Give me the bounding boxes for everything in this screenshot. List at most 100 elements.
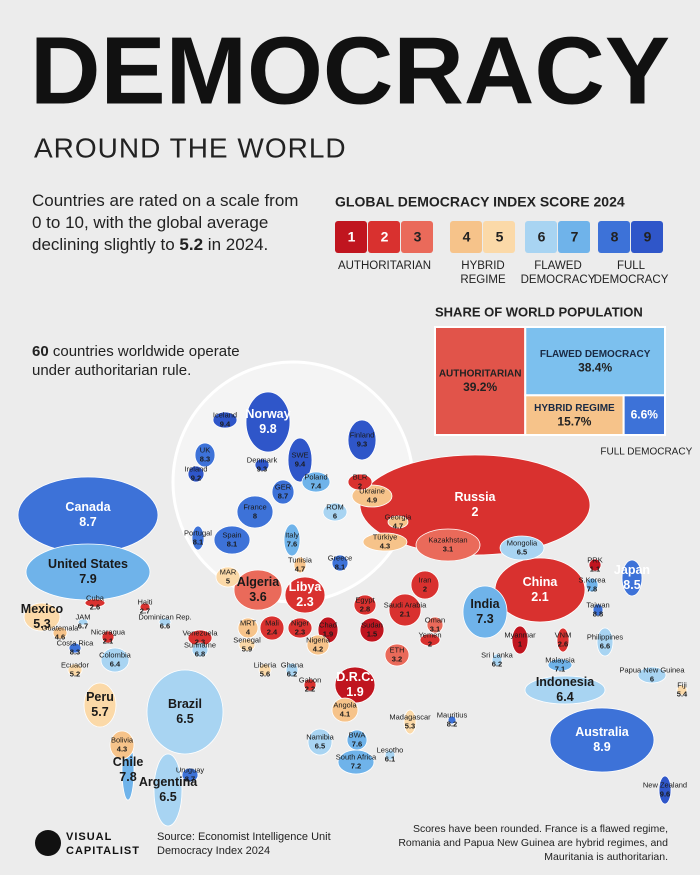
- country-score: 8.7: [79, 515, 96, 529]
- country-score: 8.1: [227, 539, 237, 548]
- intro-line: 0 to 10, with the global average: [32, 213, 268, 232]
- country-score: 3.1: [443, 544, 453, 553]
- country: [259, 615, 285, 641]
- country-name: UK: [200, 445, 210, 454]
- legend-score: 7: [571, 229, 579, 245]
- country-score: 6.4: [110, 659, 121, 668]
- country-score: 8.5: [623, 578, 640, 592]
- country: [245, 391, 291, 453]
- country-score: 8.3: [70, 647, 80, 656]
- country-name: Brazil: [168, 697, 202, 711]
- country: [415, 528, 481, 562]
- country: [215, 566, 241, 588]
- population-name: HYBRID REGIME: [534, 403, 615, 414]
- country: [346, 729, 368, 751]
- country-name: United States: [48, 557, 128, 571]
- population-name: FULL DEMOCRACY: [600, 447, 692, 458]
- country-name: Ecuador: [61, 660, 89, 669]
- country-score: 5.4: [677, 689, 688, 698]
- country: [303, 678, 317, 692]
- country-score: 9.8: [259, 422, 276, 436]
- country-name: Portugal: [184, 528, 212, 537]
- country-name: S.Korea: [578, 575, 606, 584]
- country-name: Mexico: [21, 602, 64, 616]
- country-score: 9.3: [357, 439, 367, 448]
- country-score: 7.8: [587, 584, 597, 593]
- brand: CAPITALIST: [66, 845, 140, 857]
- country-name: Senegal: [233, 635, 261, 644]
- country: [388, 593, 422, 627]
- country-name: Malaysia: [545, 655, 575, 664]
- country-score: 4.9: [367, 495, 377, 504]
- legend-swatch: [558, 221, 590, 253]
- population-name: AUTHORITARIAN: [439, 369, 522, 380]
- country-score: 6.5: [176, 712, 193, 726]
- country-score: 7.4: [311, 481, 322, 490]
- population-value: 15.7%: [557, 414, 591, 428]
- legend-score: 4: [463, 229, 471, 245]
- country-score: 2.8: [360, 604, 370, 613]
- country-name: Yemen: [418, 630, 441, 639]
- footnote: Romania and Papua New Guinea are hybrid …: [398, 837, 668, 849]
- note-line: under authoritarian rule.: [32, 362, 191, 379]
- country: [187, 465, 205, 483]
- country: [596, 627, 614, 657]
- country-score: 6.5: [315, 741, 325, 750]
- country-name: BLR: [353, 472, 368, 481]
- country-name: Philippines: [587, 632, 624, 641]
- country-score: 2.2: [305, 684, 315, 693]
- country-name: Denmark: [247, 455, 278, 464]
- country-score: 4.1: [340, 709, 350, 718]
- legend-group-label: REGIME: [460, 274, 506, 286]
- intro-highlight: 5.2: [179, 235, 203, 254]
- country-name: Argentina: [139, 775, 198, 789]
- country-score: 2.7: [140, 606, 150, 615]
- country-name: Egypt: [355, 595, 375, 604]
- country-score: 8.7: [278, 491, 288, 500]
- country-score: 4.6: [55, 632, 65, 641]
- country-name: Chad: [319, 620, 337, 629]
- country-score: 4.7: [393, 521, 403, 530]
- country: [287, 617, 313, 639]
- country: [153, 753, 183, 827]
- country-name: Venezuela: [182, 628, 218, 637]
- footnote: Mauritania is authoritarian.: [544, 851, 668, 863]
- intro-line: declining slightly to: [32, 235, 179, 254]
- country: [426, 616, 444, 634]
- country-name: SWE: [291, 450, 308, 459]
- country: [84, 598, 106, 608]
- population-block: [524, 326, 666, 397]
- country-score: 5.7: [91, 705, 108, 719]
- legend-swatch: [631, 221, 663, 253]
- country-score: 5.3: [405, 721, 415, 730]
- source: Source: Economist Intelligence Unit: [157, 831, 331, 843]
- country: [158, 617, 172, 627]
- population-block: [434, 326, 527, 436]
- country-name: Uruguay: [176, 765, 205, 774]
- country-score: 6.8: [195, 649, 205, 658]
- country-score: 6.4: [556, 690, 573, 704]
- country: [511, 625, 529, 655]
- country-name: Norway: [245, 407, 290, 421]
- country: [637, 666, 667, 684]
- country-score: 6.2: [287, 669, 297, 678]
- country-score: 5.9: [242, 644, 252, 653]
- legend-score: 5: [496, 229, 504, 245]
- country-score: 6.7: [78, 621, 88, 630]
- country-name: Nigeria: [306, 635, 331, 644]
- country-name: New Zealand: [643, 780, 687, 789]
- country: [101, 630, 115, 644]
- country-name: Algeria: [237, 575, 280, 589]
- legend-swatch: [598, 221, 630, 253]
- country-name: South Africa: [336, 752, 377, 761]
- country: [293, 556, 307, 574]
- legend-swatch: [525, 221, 557, 253]
- country-score: 3.6: [249, 590, 266, 604]
- country-name: Guatemala: [42, 623, 80, 632]
- country-name: Myanmar: [504, 630, 536, 639]
- country-score: 6: [650, 674, 654, 683]
- legend-group-label: DEMOCRACY: [521, 274, 596, 286]
- country: [384, 749, 396, 761]
